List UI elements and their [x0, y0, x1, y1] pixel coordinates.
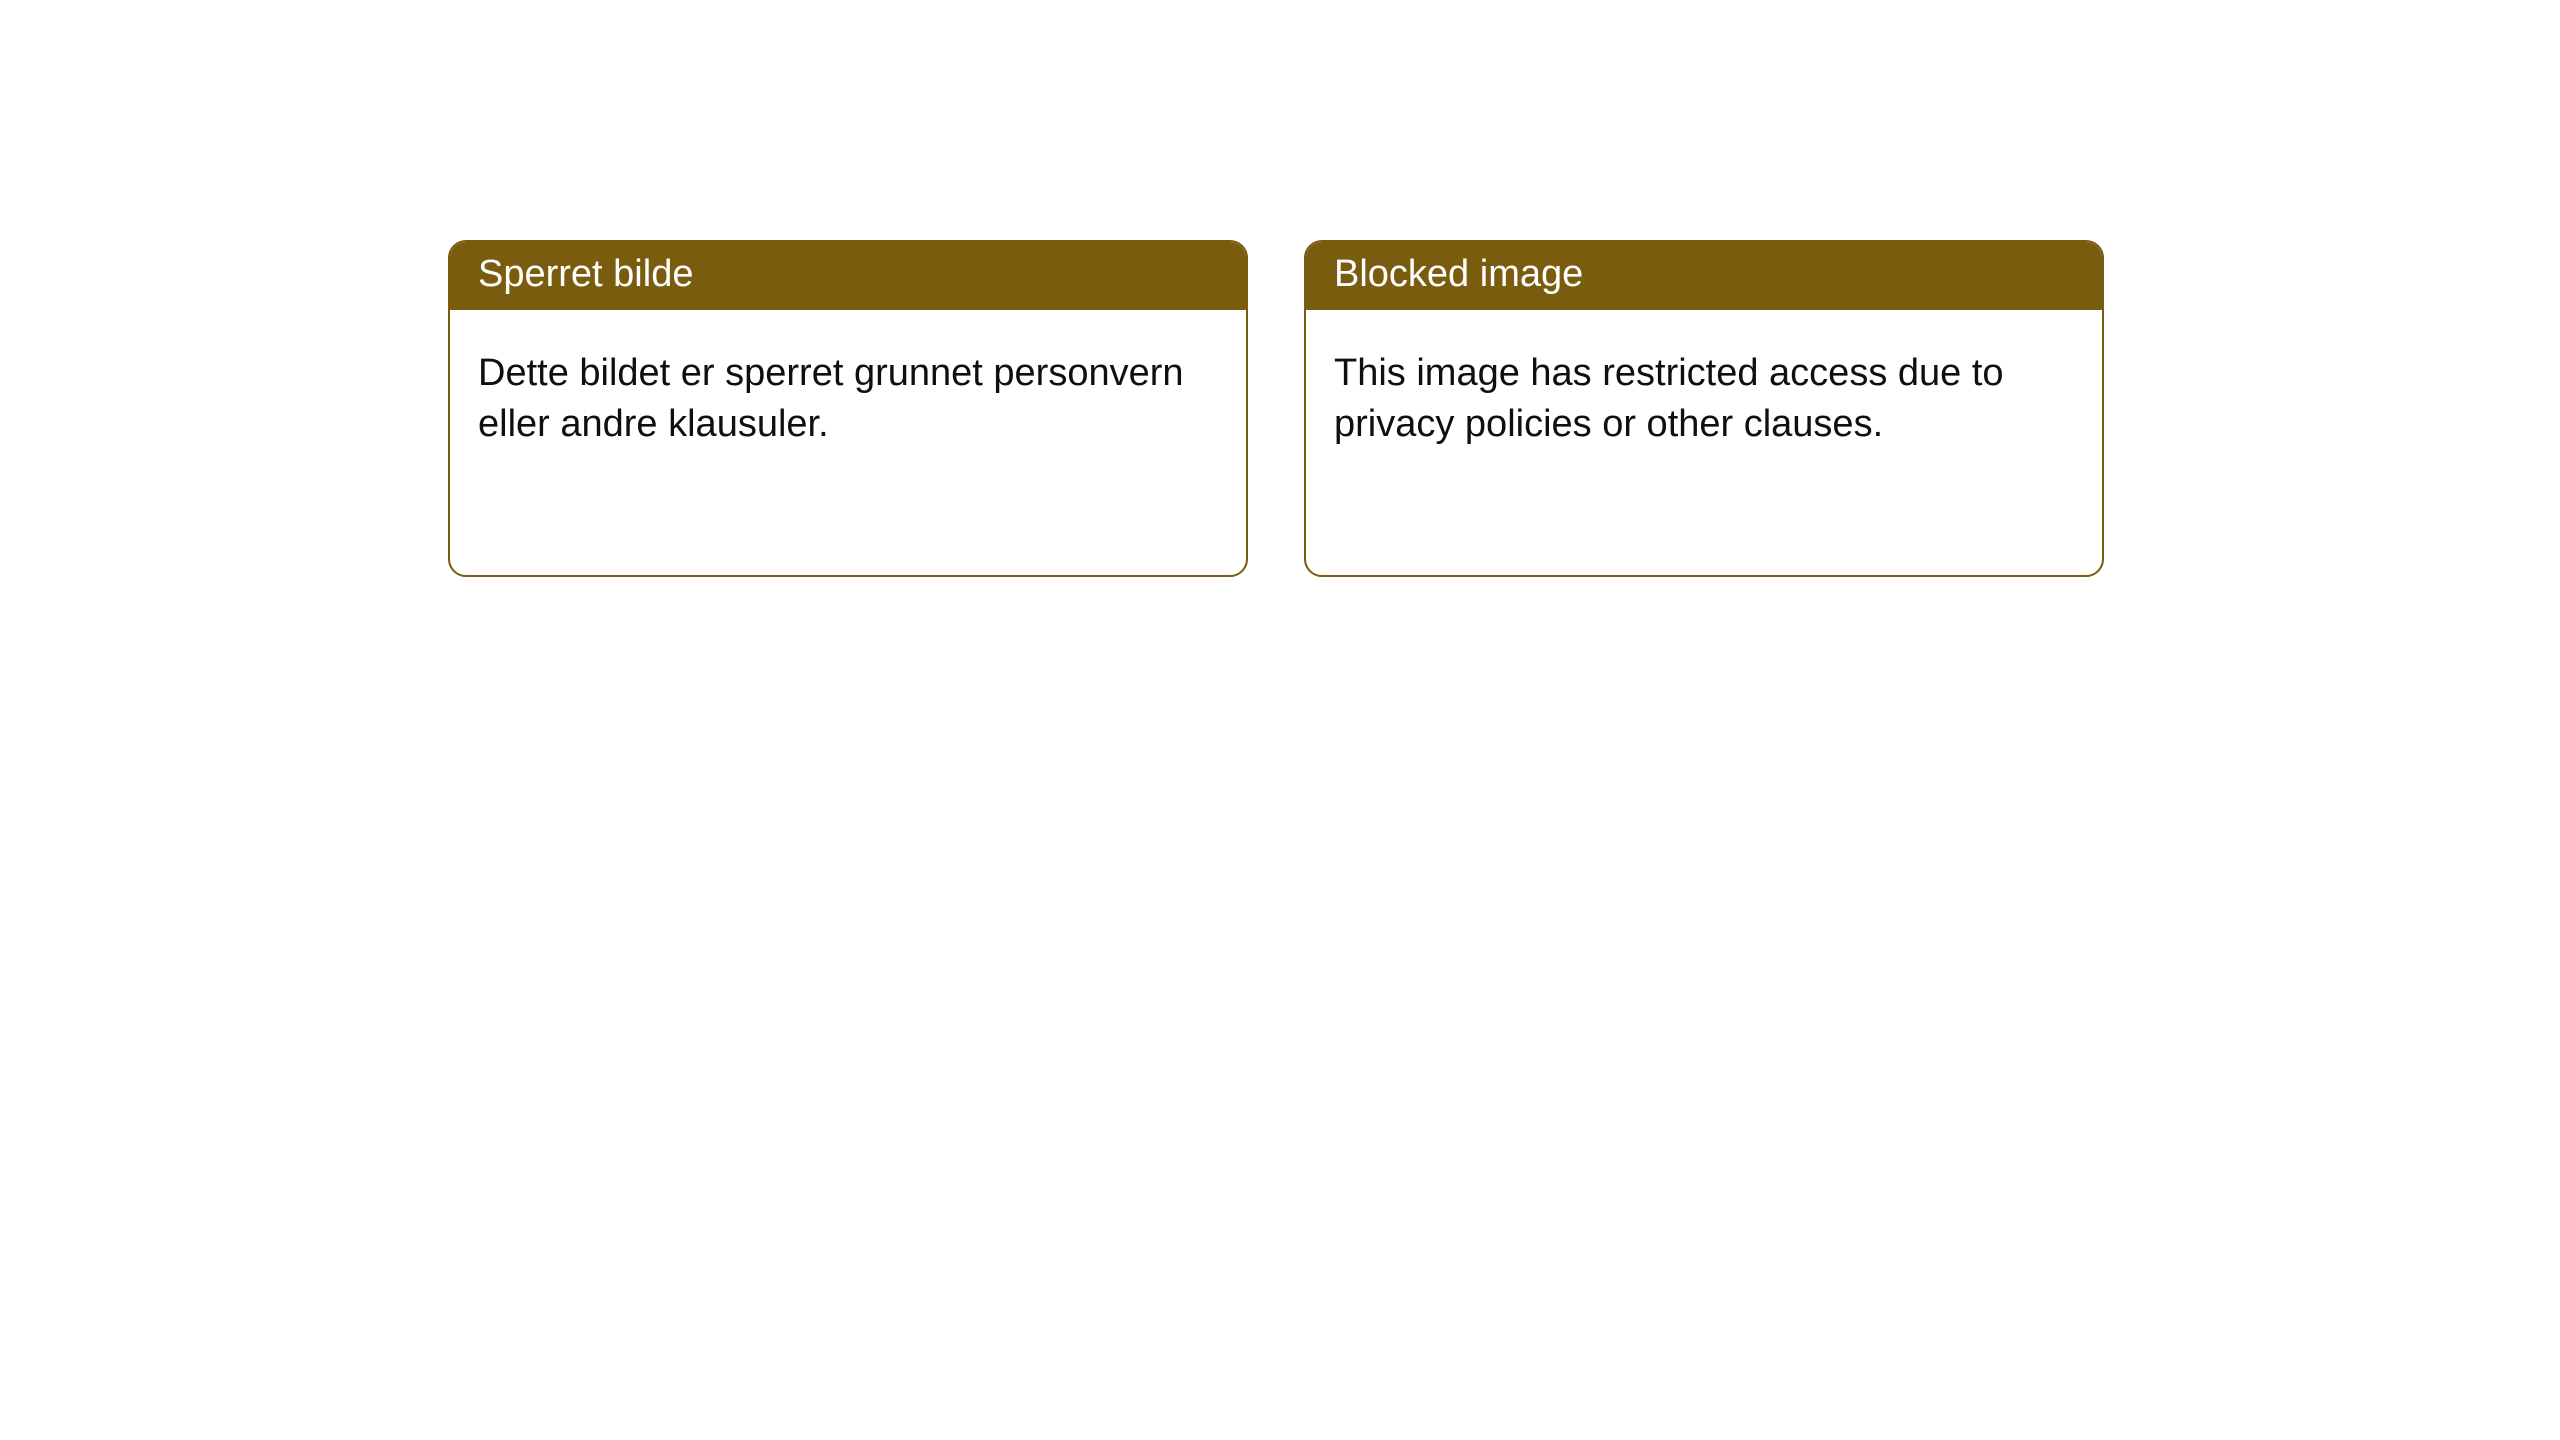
- notice-card-en: Blocked image This image has restricted …: [1304, 240, 2104, 577]
- notice-card-no: Sperret bilde Dette bildet er sperret gr…: [448, 240, 1248, 577]
- card-header-en: Blocked image: [1306, 242, 2102, 310]
- card-body-en: This image has restricted access due to …: [1306, 310, 2102, 479]
- card-header-no: Sperret bilde: [450, 242, 1246, 310]
- notice-container: Sperret bilde Dette bildet er sperret gr…: [0, 0, 2560, 577]
- card-body-no: Dette bildet er sperret grunnet personve…: [450, 310, 1246, 479]
